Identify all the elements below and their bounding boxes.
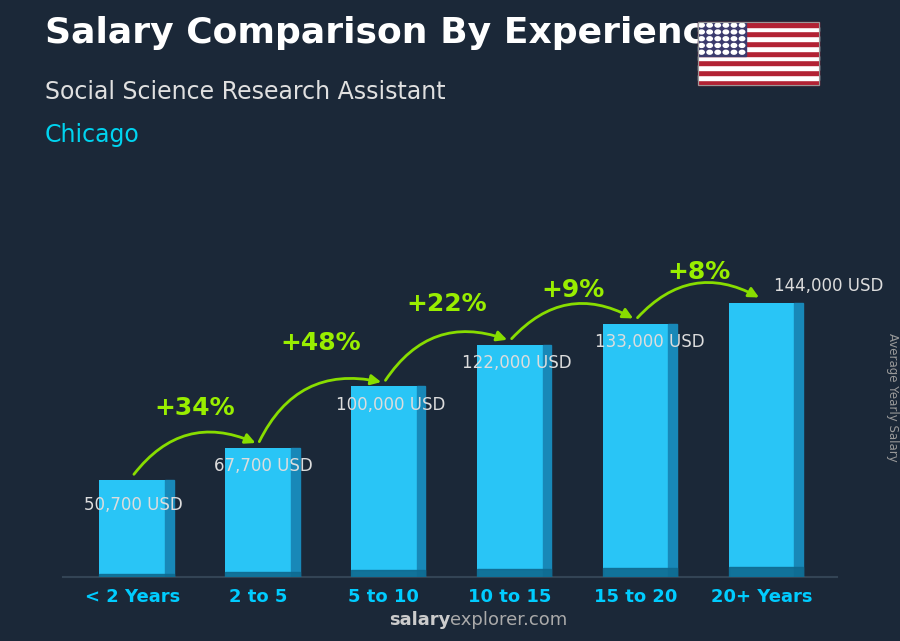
Text: Salary Comparison By Experience: Salary Comparison By Experience <box>45 16 728 50</box>
Text: +34%: +34% <box>155 396 236 420</box>
Polygon shape <box>794 303 803 577</box>
Polygon shape <box>669 324 677 577</box>
Text: +22%: +22% <box>407 292 487 317</box>
Polygon shape <box>165 480 174 577</box>
Text: +8%: +8% <box>667 260 730 284</box>
Polygon shape <box>729 567 803 577</box>
Text: 100,000 USD: 100,000 USD <box>336 396 446 414</box>
Text: 122,000 USD: 122,000 USD <box>462 354 572 372</box>
Text: 67,700 USD: 67,700 USD <box>214 458 313 476</box>
Text: Average Yearly Salary: Average Yearly Salary <box>886 333 899 462</box>
Polygon shape <box>477 569 552 577</box>
Text: 133,000 USD: 133,000 USD <box>596 333 705 351</box>
Text: +9%: +9% <box>541 278 604 302</box>
Bar <box>225 448 291 577</box>
Text: Chicago: Chicago <box>45 123 140 147</box>
Polygon shape <box>291 448 300 577</box>
Text: 50,700 USD: 50,700 USD <box>85 495 183 513</box>
Text: explorer.com: explorer.com <box>450 612 567 629</box>
Polygon shape <box>100 574 174 577</box>
Bar <box>351 387 417 577</box>
Bar <box>100 480 165 577</box>
Text: Social Science Research Assistant: Social Science Research Assistant <box>45 80 446 104</box>
Polygon shape <box>543 344 552 577</box>
Text: salary: salary <box>389 612 450 629</box>
Polygon shape <box>225 572 300 577</box>
Bar <box>603 324 669 577</box>
Text: 144,000 USD: 144,000 USD <box>774 277 884 295</box>
Text: +48%: +48% <box>281 331 361 355</box>
Polygon shape <box>351 570 426 577</box>
Bar <box>477 344 543 577</box>
Polygon shape <box>417 387 426 577</box>
Polygon shape <box>603 568 677 577</box>
Bar <box>729 303 794 577</box>
